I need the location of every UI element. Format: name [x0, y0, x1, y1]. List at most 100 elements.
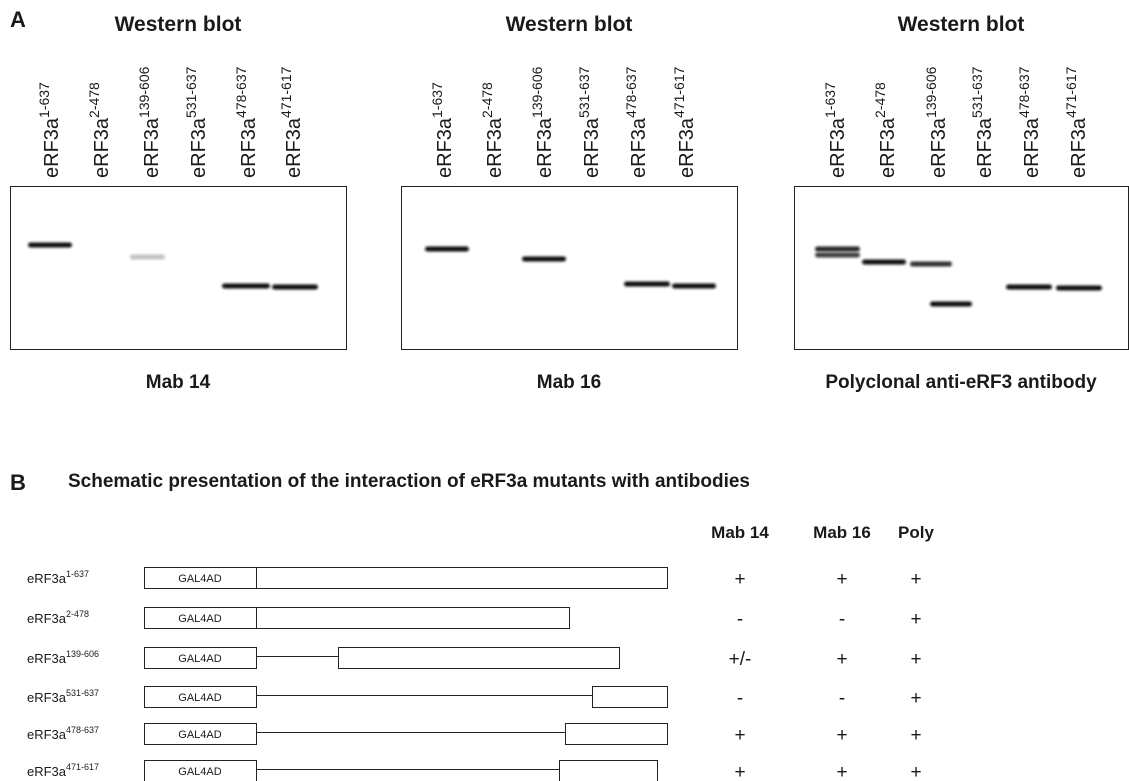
construct-name: eRF3a [27, 651, 67, 666]
lane-range: 139-606 [923, 66, 939, 118]
lane-label: eRF3a531-637 [576, 66, 603, 178]
blot-caption: Mab 16 [537, 372, 601, 393]
result: + [910, 649, 921, 670]
lane-name: eRF3a [283, 117, 305, 178]
construct-label: eRF3a2-478 [27, 609, 89, 626]
lane-name: eRF3a [827, 117, 849, 178]
band [425, 247, 469, 252]
lane-label: eRF3a531-637 [969, 66, 996, 178]
protein-box [593, 687, 668, 708]
band [624, 282, 670, 287]
gal4ad-label: GAL4AD [178, 729, 221, 741]
band [1056, 286, 1102, 291]
lane-name: eRF3a [581, 117, 603, 178]
construct-label: eRF3a471-617 [27, 762, 99, 779]
band [28, 243, 72, 248]
band [815, 247, 860, 252]
result: + [734, 725, 745, 746]
result: + [910, 569, 921, 590]
lane-range: 471-617 [278, 66, 294, 118]
construct-name: eRF3a [27, 611, 67, 626]
construct-label: eRF3a139-606 [27, 649, 99, 666]
gal4ad-label: GAL4AD [178, 573, 221, 585]
band [672, 284, 716, 289]
construct-range: 531-637 [66, 688, 99, 698]
lane-label: eRF3a478-637 [623, 66, 650, 178]
column-header: Mab 16 [813, 523, 871, 542]
result: + [836, 649, 847, 670]
column-header: Mab 14 [711, 523, 769, 542]
lane-range: 2-478 [479, 82, 495, 118]
result: + [734, 569, 745, 590]
lane-range: 2-478 [86, 82, 102, 118]
result: + [910, 725, 921, 746]
blot-caption: Polyclonal anti-eRF3 antibody [825, 372, 1097, 393]
construct-label: eRF3a478-637 [27, 725, 99, 742]
lane-name: eRF3a [1021, 117, 1043, 178]
lane-label: eRF3a139-606 [136, 66, 163, 178]
band [930, 302, 972, 307]
lane-label: eRF3a1-637 [822, 82, 849, 178]
result: - [737, 688, 743, 709]
result: - [737, 609, 743, 630]
result: + [734, 762, 745, 781]
lane-label: eRF3a139-606 [529, 66, 556, 178]
column-header: Poly [898, 523, 934, 542]
lane-label: eRF3a1-637 [36, 82, 63, 178]
lane-range: 139-606 [136, 66, 152, 118]
construct-name: eRF3a [27, 727, 67, 742]
lane-name: eRF3a [628, 117, 650, 178]
lane-name: eRF3a [434, 117, 456, 178]
construct-name: eRF3a [27, 764, 67, 779]
lane-label: eRF3a478-637 [1016, 66, 1043, 178]
band [1006, 285, 1052, 290]
band [272, 285, 318, 290]
result: - [839, 688, 845, 709]
lane-label: eRF3a2-478 [872, 82, 899, 178]
construct-range: 2-478 [66, 609, 89, 619]
lane-name: eRF3a [1068, 117, 1090, 178]
lane-label: eRF3a139-606 [923, 66, 950, 178]
lane-name: eRF3a [534, 117, 556, 178]
blot-title: Western blot [898, 13, 1025, 36]
lane-label: eRF3a471-617 [1063, 66, 1090, 178]
lane-name: eRF3a [188, 117, 210, 178]
panel-title: Schematic presentation of the interactio… [68, 471, 750, 492]
lane-range: 531-637 [969, 66, 985, 118]
construct-range: 1-637 [66, 569, 89, 579]
lane-range: 1-637 [36, 82, 52, 118]
lane-name: eRF3a [41, 117, 63, 178]
lane-label: eRF3a531-637 [183, 66, 210, 178]
lane-label: eRF3a2-478 [86, 82, 113, 178]
lane-name: eRF3a [928, 117, 950, 178]
gal4ad-label: GAL4AD [178, 653, 221, 665]
lane-label: eRF3a1-637 [429, 82, 456, 178]
band [910, 262, 952, 267]
protein-box [560, 761, 658, 781]
lane-range: 531-637 [183, 66, 199, 118]
construct-range: 139-606 [66, 649, 99, 659]
lane-range: 1-637 [822, 82, 838, 118]
lane-name: eRF3a [141, 117, 163, 178]
protein-box [566, 724, 668, 745]
protein-box [257, 608, 570, 629]
lane-name: eRF3a [676, 117, 698, 178]
lane-range: 471-617 [671, 66, 687, 118]
lane-range: 531-637 [576, 66, 592, 118]
lane-name: eRF3a [484, 117, 506, 178]
result: + [836, 762, 847, 781]
construct-name: eRF3a [27, 571, 67, 586]
protein-box [257, 568, 668, 589]
panel-label: A [10, 7, 26, 32]
figure: A B Schematic presentation of the intera… [0, 0, 1129, 781]
blot-frame [11, 187, 347, 350]
panel-label: B [10, 470, 26, 495]
lane-label: eRF3a478-637 [233, 66, 260, 178]
blot-frame [795, 187, 1129, 350]
blot-title: Western blot [506, 13, 633, 36]
lane-name: eRF3a [974, 117, 996, 178]
blot-frame [402, 187, 738, 350]
construct-label: eRF3a531-637 [27, 688, 99, 705]
band [522, 257, 566, 262]
lane-range: 471-617 [1063, 66, 1079, 118]
